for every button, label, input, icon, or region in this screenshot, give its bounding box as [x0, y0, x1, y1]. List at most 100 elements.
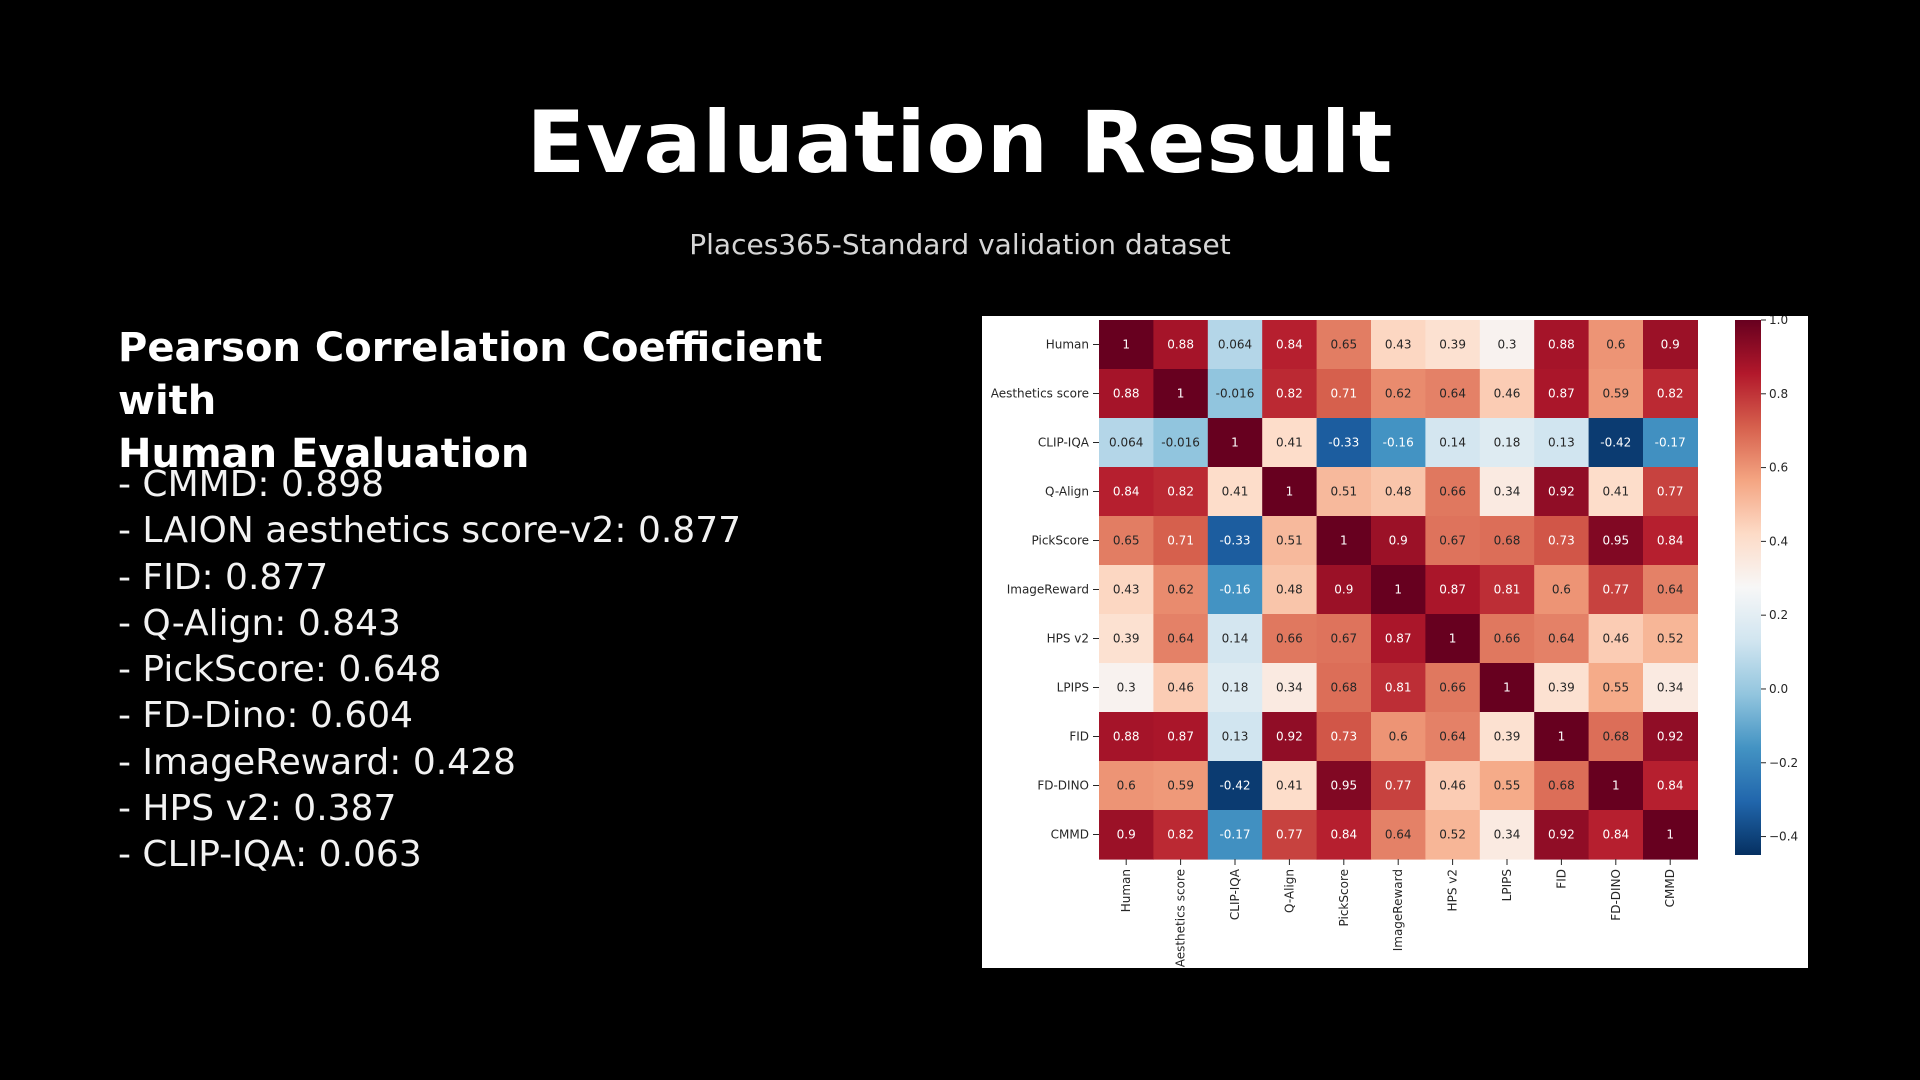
- cell-value: 0.14: [1222, 632, 1249, 646]
- cell-value: 0.87: [1167, 730, 1194, 744]
- y-tick-label: Aesthetics score: [991, 387, 1089, 401]
- heatmap-cell: [1479, 418, 1535, 468]
- cell-value: 0.48: [1276, 583, 1303, 597]
- metric-item: - FID: 0.877: [118, 556, 329, 598]
- heatmap-cell: [1479, 712, 1535, 762]
- cell-value: 0.82: [1167, 828, 1194, 842]
- heatmap-cell: [1588, 320, 1644, 370]
- y-tick-label: Q-Align: [1045, 485, 1089, 499]
- heatmap-cell: [1262, 712, 1318, 762]
- cell-value: 0.64: [1439, 387, 1466, 401]
- x-tick-label: FD-DINO: [1609, 869, 1623, 921]
- heatmap-cell: [1153, 614, 1209, 664]
- metric-item: - FD-Dino: 0.604: [118, 695, 414, 737]
- cell-value: 0.82: [1657, 387, 1684, 401]
- cell-value: 0.51: [1276, 534, 1303, 548]
- cell-value: 0.9: [1334, 583, 1353, 597]
- heatmap-cell: [1207, 369, 1263, 419]
- cell-value: 0.64: [1439, 730, 1466, 744]
- cell-value: 0.43: [1113, 583, 1140, 597]
- heatmap-cell: [1643, 418, 1698, 468]
- cell-value: -0.016: [1161, 436, 1200, 450]
- heatmap-cell: [1425, 712, 1481, 762]
- cell-value: 1: [1449, 632, 1457, 646]
- cell-value: 0.92: [1657, 730, 1684, 744]
- heatmap-cell: [1207, 467, 1263, 517]
- colorbar-tick-label: 0.2: [1769, 608, 1788, 622]
- heatmap-cell: [1316, 810, 1372, 860]
- heatmap-cell: [1262, 565, 1318, 615]
- heatmap-cell: [1588, 712, 1644, 762]
- heatmap-cell: [1153, 565, 1209, 615]
- cell-value: 1: [1612, 779, 1620, 793]
- heatmap-cell: [1534, 369, 1590, 419]
- cell-value: 0.88: [1167, 338, 1194, 352]
- heatmap-cell: [1316, 369, 1372, 419]
- cell-value: 0.18: [1494, 436, 1521, 450]
- heatmap-cell: [1479, 761, 1535, 811]
- cell-value: 0.87: [1439, 583, 1466, 597]
- heatmap-cell: [1371, 761, 1426, 811]
- x-tick-label: Human: [1119, 869, 1133, 912]
- heatmap-cell: [1588, 761, 1644, 811]
- heatmap-cell: [1207, 516, 1263, 566]
- heatmap-cell: [1588, 614, 1644, 664]
- cell-value: 0.48: [1385, 485, 1412, 499]
- heatmap-cell: [1316, 467, 1372, 517]
- cell-value: 0.46: [1439, 779, 1466, 793]
- x-tick-label: CMMD: [1663, 869, 1677, 907]
- heatmap-cell: [1371, 516, 1426, 566]
- cell-value: 0.68: [1548, 779, 1575, 793]
- cell-value: 0.41: [1602, 485, 1629, 499]
- heatmap-cell: [1207, 712, 1263, 762]
- heatmap-cell: [1262, 369, 1318, 419]
- cell-value: 0.39: [1494, 730, 1521, 744]
- cell-value: 1: [1503, 681, 1511, 695]
- cell-value: 0.41: [1276, 436, 1303, 450]
- heatmap-cell: [1479, 565, 1535, 615]
- cell-value: 0.3: [1497, 338, 1516, 352]
- cell-value: 0.34: [1494, 828, 1521, 842]
- heatmap-cell: [1479, 320, 1535, 370]
- cell-value: 0.18: [1222, 681, 1249, 695]
- cell-value: 0.92: [1548, 485, 1575, 499]
- cell-value: 0.62: [1385, 387, 1412, 401]
- cell-value: 0.95: [1330, 779, 1357, 793]
- cell-value: 0.84: [1657, 779, 1684, 793]
- cell-value: 0.46: [1494, 387, 1521, 401]
- heatmap-cell: [1207, 663, 1263, 713]
- heatmap-cell: [1534, 516, 1590, 566]
- cell-value: 0.92: [1276, 730, 1303, 744]
- correlation-heatmap-panel: 1 0.88 0.064 0.84 0.65 0.43 0.39 0.3 0.88 0.6 0.9 0…: [982, 316, 1808, 968]
- metric-item: - PickScore: 0.648: [118, 649, 442, 691]
- heatmap-cell: [1153, 418, 1209, 468]
- heatmap-cell: [1643, 761, 1698, 811]
- heatmap-cell: [1262, 467, 1318, 517]
- slide-subtitle: Places365-Standard validation dataset: [689, 228, 1231, 261]
- heatmap-cell: [1643, 663, 1698, 713]
- section-heading-line-1: Pearson Correlation Coefficient with: [118, 325, 823, 424]
- cell-value: 0.68: [1602, 730, 1629, 744]
- heatmap-cell: [1643, 565, 1698, 615]
- heatmap-cell: [1316, 516, 1372, 566]
- heatmap-cell: [1262, 418, 1318, 468]
- heatmap-cell: [1099, 369, 1154, 419]
- heatmap-cell: [1262, 663, 1318, 713]
- heatmap-cell: [1425, 516, 1481, 566]
- cell-value: -0.16: [1383, 436, 1414, 450]
- heatmap-cell: [1099, 810, 1154, 860]
- heatmap-cell: [1153, 761, 1209, 811]
- cell-value: 0.64: [1385, 828, 1412, 842]
- x-tick-label: CLIP-IQA: [1228, 868, 1242, 920]
- heatmap-cell: [1316, 320, 1372, 370]
- cell-value: 0.9: [1661, 338, 1680, 352]
- heatmap-cell: [1643, 516, 1698, 566]
- heatmap-cell: [1479, 810, 1535, 860]
- cell-value: 0.71: [1330, 387, 1357, 401]
- cell-value: 0.52: [1657, 632, 1684, 646]
- heatmap-cell: [1262, 761, 1318, 811]
- heatmap-cell: [1479, 614, 1535, 664]
- heatmap-cell: [1534, 418, 1590, 468]
- heatmap-cell: [1425, 810, 1481, 860]
- x-tick-label: ImageReward: [1391, 869, 1405, 951]
